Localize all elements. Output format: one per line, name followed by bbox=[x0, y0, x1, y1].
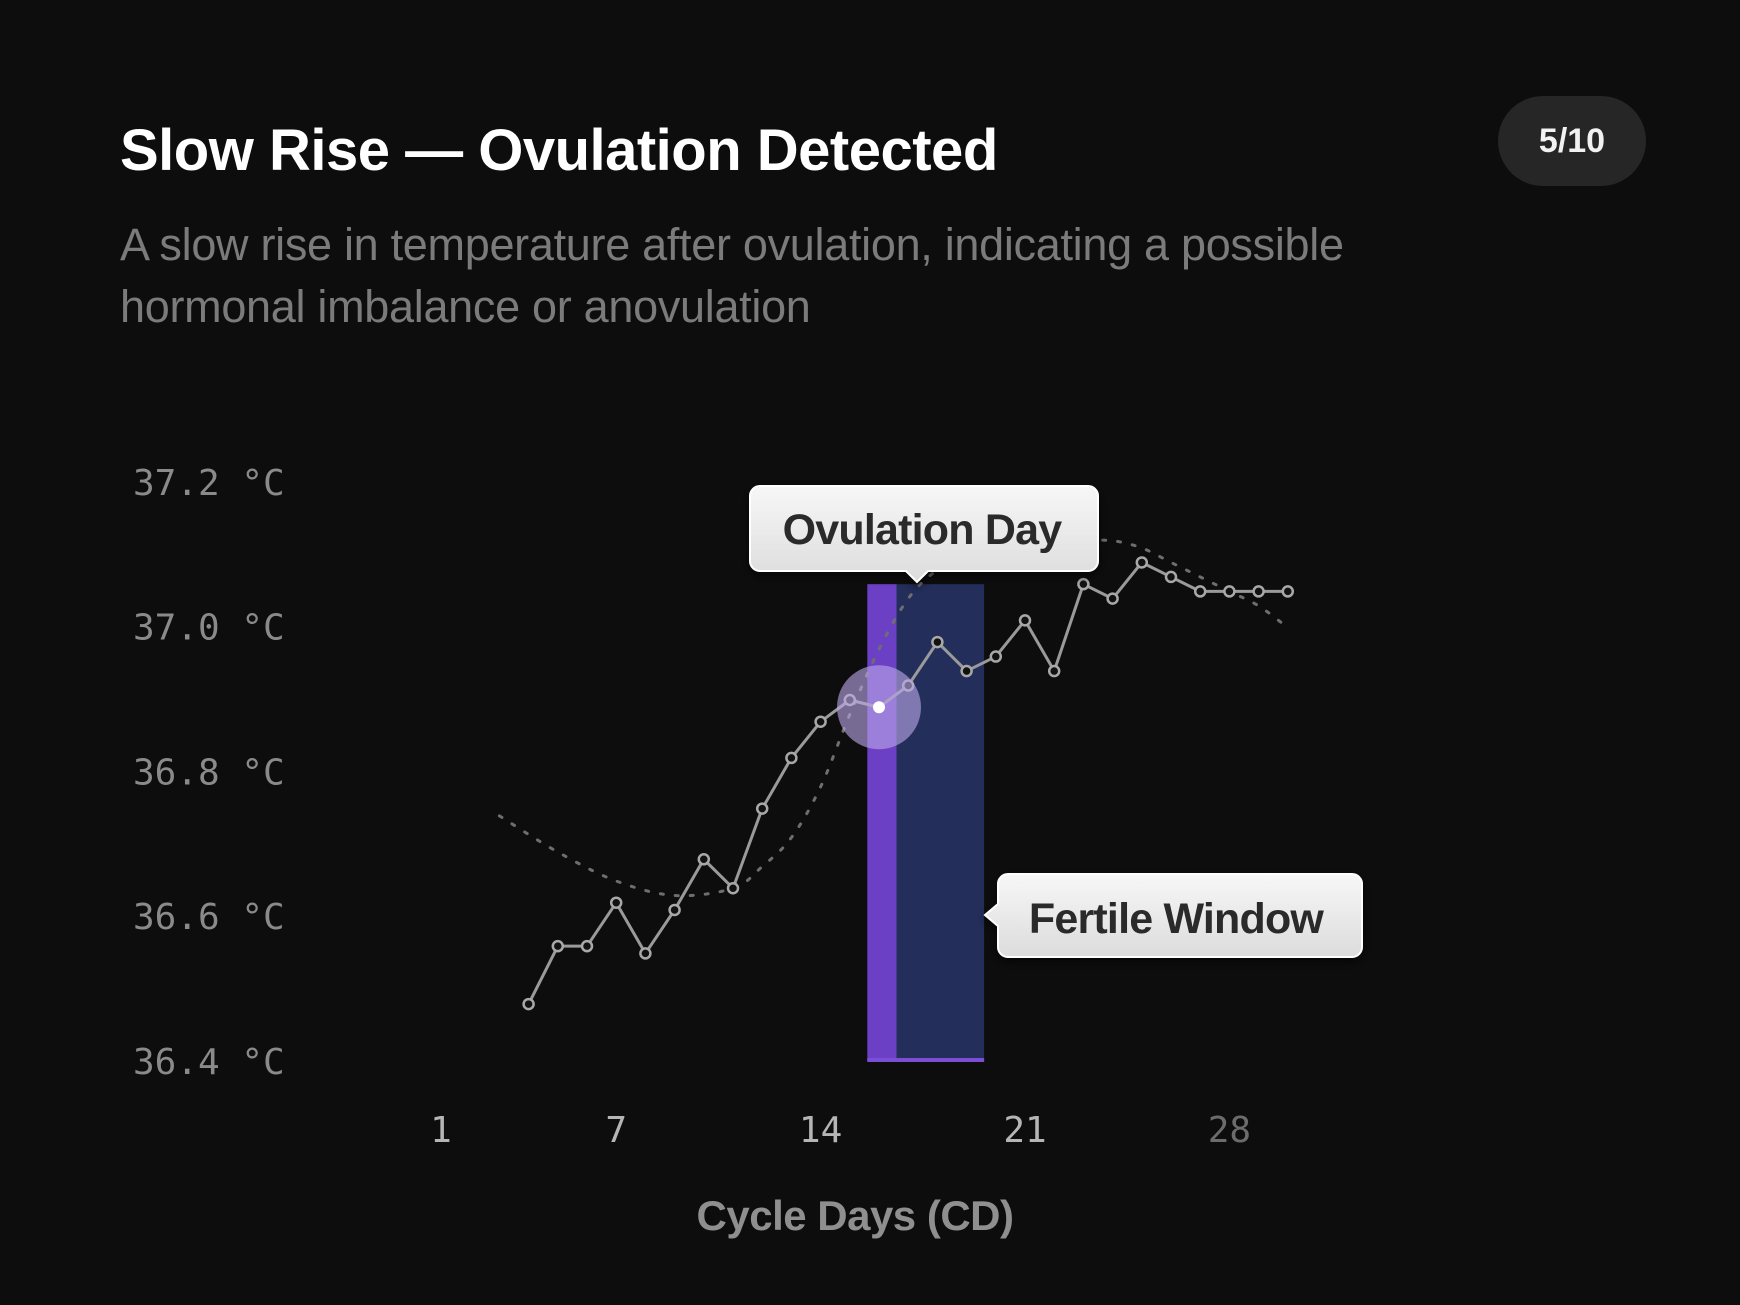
temperature-point bbox=[522, 997, 535, 1011]
temperature-point bbox=[989, 650, 1003, 663]
x-tick-label: 1 bbox=[430, 1110, 452, 1151]
x-tick-label: 28 bbox=[1208, 1110, 1251, 1151]
temperature-point bbox=[1252, 585, 1265, 598]
temperature-point bbox=[609, 896, 623, 909]
temperature-point bbox=[1164, 570, 1178, 584]
x-tick-label: 14 bbox=[799, 1110, 842, 1151]
ovulation-point bbox=[873, 701, 885, 714]
x-tick-label: 7 bbox=[605, 1110, 627, 1151]
temperature-point bbox=[931, 635, 944, 649]
temperature-point bbox=[960, 664, 973, 678]
y-tick-label: 36.6 °C bbox=[133, 897, 285, 938]
temperature-point bbox=[697, 853, 711, 866]
temperature-point bbox=[785, 751, 798, 765]
temperature-point bbox=[1193, 585, 1207, 598]
ovulation-day-label: Ovulation Day bbox=[783, 506, 1063, 554]
fertile-window-band bbox=[896, 584, 985, 1062]
temperature-point bbox=[814, 715, 827, 728]
x-axis-label: Cycle Days (CD) bbox=[697, 1192, 1014, 1239]
fertile-window-callout: Fertile Window bbox=[983, 873, 1363, 958]
ovulation-day-callout: Ovulation Day bbox=[749, 485, 1099, 584]
page-subtitle: A slow rise in temperature after ovulati… bbox=[120, 219, 1344, 332]
temperature-point bbox=[551, 939, 565, 953]
x-tick-label: 21 bbox=[1003, 1110, 1046, 1151]
temperature-point bbox=[1223, 585, 1236, 598]
temperature-point bbox=[1077, 577, 1090, 591]
y-tick-label: 36.8 °C bbox=[133, 752, 285, 793]
temperature-point bbox=[755, 802, 769, 815]
temperature-point bbox=[1135, 556, 1149, 569]
temperature-point bbox=[1106, 592, 1119, 605]
y-tick-label: 37.2 °C bbox=[133, 463, 285, 504]
page-title: Slow Rise — Ovulation Detected bbox=[120, 118, 998, 183]
temperature-point bbox=[639, 947, 652, 960]
y-tick-label: 37.0 °C bbox=[133, 608, 285, 649]
page-indicator-badge: 5/10 bbox=[1498, 96, 1646, 186]
temperature-point bbox=[726, 881, 740, 895]
y-tick-label: 36.4 °C bbox=[133, 1042, 285, 1083]
ovulation-day-band bbox=[867, 584, 897, 1062]
temperature-point bbox=[668, 903, 681, 917]
temperature-point bbox=[1018, 614, 1032, 627]
temperature-point bbox=[580, 939, 594, 953]
temperature-point bbox=[1047, 664, 1061, 678]
fertile-window-label: Fertile Window bbox=[1029, 895, 1325, 943]
temperature-point bbox=[1281, 585, 1295, 598]
